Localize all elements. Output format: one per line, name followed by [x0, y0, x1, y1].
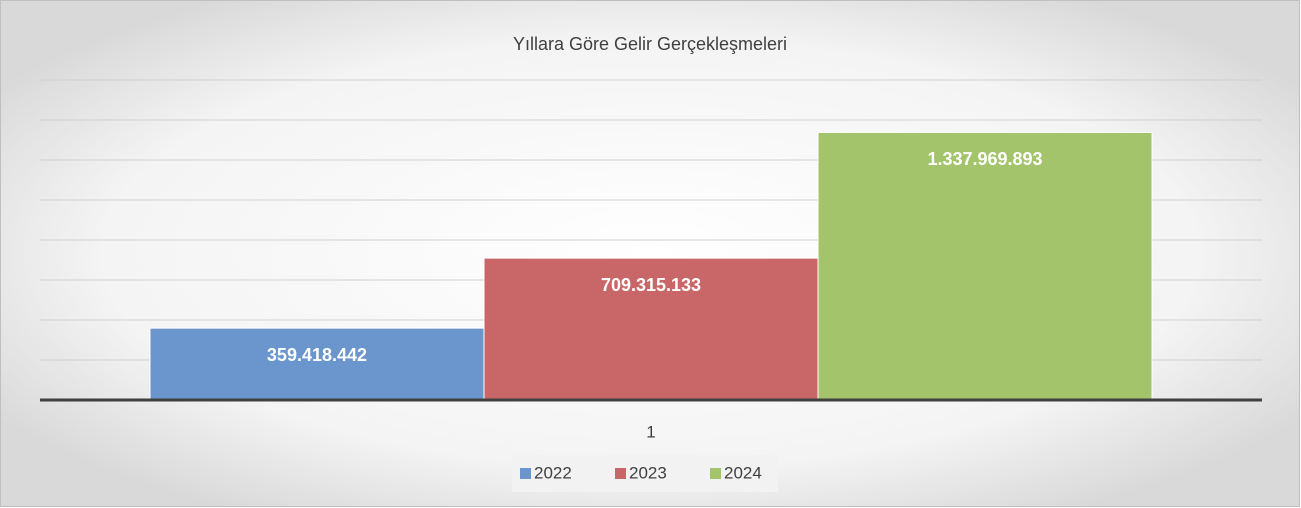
bar [149, 327, 485, 401]
legend-box [512, 455, 778, 492]
data-label: 1.337.969.893 [927, 149, 1042, 169]
legend-label: 2022 [534, 463, 572, 482]
bar [483, 257, 819, 401]
chart-title: Yıllara Göre Gelir Gerçekleşmeleri [513, 34, 787, 54]
legend-swatch [710, 468, 721, 479]
legend-swatch [615, 468, 626, 479]
data-label: 359.418.442 [267, 345, 367, 365]
data-label: 709.315.133 [601, 275, 701, 295]
legend-label: 2023 [629, 463, 667, 482]
legend-swatch [520, 468, 531, 479]
x-tick-label: 1 [646, 422, 655, 441]
legend-label: 2024 [724, 463, 762, 482]
bar [817, 131, 1153, 401]
